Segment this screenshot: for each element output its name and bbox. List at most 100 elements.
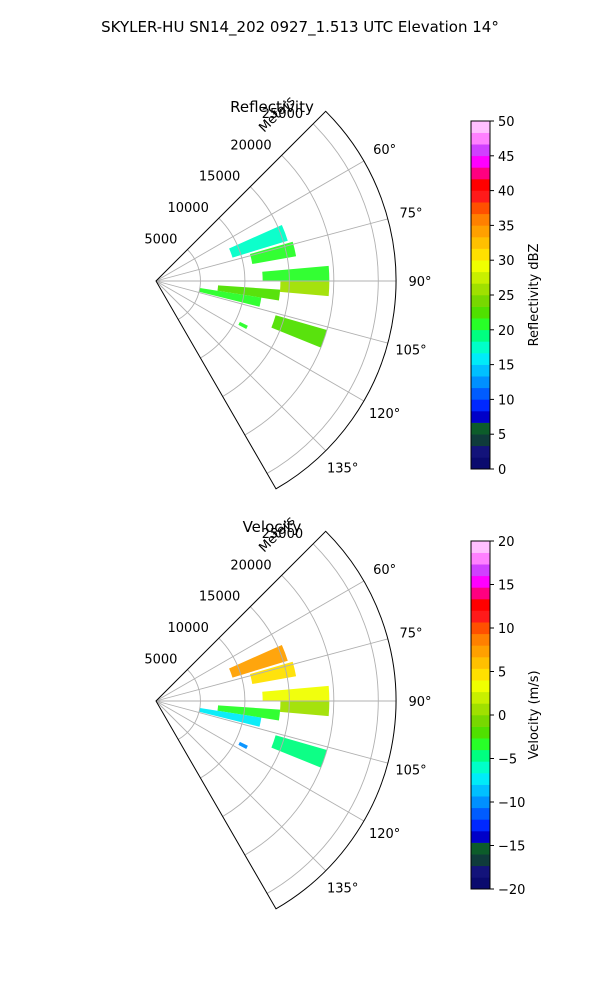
echo-cell xyxy=(262,265,330,281)
colorbar-segment xyxy=(471,610,490,623)
range-tick-label: 20000 xyxy=(230,558,271,573)
echo-layer xyxy=(199,644,330,768)
colorbar-segment xyxy=(471,341,490,354)
azimuth-tick-label: 135° xyxy=(327,882,358,897)
colorbar-tick-label: 10 xyxy=(498,622,515,637)
colorbar-segment xyxy=(471,329,490,342)
echo-layer xyxy=(199,224,330,348)
colorbar-segment xyxy=(471,364,490,377)
colorbar-segment xyxy=(471,854,490,867)
colorbar-segment xyxy=(471,376,490,389)
colorbar-segment xyxy=(471,877,490,890)
azimuth-tick-label: 60° xyxy=(373,563,396,578)
colorbar-segment xyxy=(471,190,490,203)
colorbar-segment xyxy=(471,749,490,762)
range-tick-label: 15000 xyxy=(199,590,240,605)
colorbar-segment xyxy=(471,283,490,296)
colorbar-segment xyxy=(471,399,490,412)
colorbar-segment xyxy=(471,541,490,553)
colorbar-segment xyxy=(471,132,490,145)
colorbar-segment xyxy=(471,738,490,751)
range-ring xyxy=(244,574,335,856)
colorbar-segment xyxy=(471,865,490,878)
colorbar-segment xyxy=(471,260,490,273)
colorbar-tick-label: 5 xyxy=(498,428,506,443)
colorbar-segment xyxy=(471,587,490,600)
colorbar-segment xyxy=(471,819,490,832)
colorbar-label: Reflectivity dBZ xyxy=(527,244,542,347)
colorbar-segment xyxy=(471,796,490,809)
colorbar-tick-label: 0 xyxy=(498,709,506,724)
colorbar-tick-label: 30 xyxy=(498,254,515,269)
range-tick-label: 10000 xyxy=(167,621,208,636)
colorbar-segment xyxy=(471,633,490,646)
colorbar-segment xyxy=(471,248,490,261)
colorbar-segment xyxy=(471,703,490,716)
colorbar-segment xyxy=(471,773,490,785)
azimuth-tick-label: 75° xyxy=(399,627,422,642)
colorbar-segment xyxy=(471,691,490,704)
azimuth-spoke xyxy=(155,280,388,344)
colorbar-segment xyxy=(471,622,490,635)
azimuth-spoke xyxy=(155,700,327,872)
azimuth-spoke xyxy=(155,280,327,452)
azimuth-spoke xyxy=(155,218,388,282)
colorbar-tick-label: 20 xyxy=(498,535,515,550)
colorbar-segment xyxy=(471,237,490,249)
range-ring xyxy=(266,543,379,894)
range-ring xyxy=(266,123,379,474)
azimuth-tick-label: 75° xyxy=(399,207,422,222)
colorbar-tick-label: 20 xyxy=(498,324,515,339)
colorbar-segment xyxy=(471,842,490,855)
colorbar-segment xyxy=(471,434,490,447)
azimuth-tick-label: 105° xyxy=(395,763,426,778)
colorbar-tick-label: 45 xyxy=(498,150,515,165)
echo-cell xyxy=(271,315,327,348)
azimuth-spoke xyxy=(155,280,365,402)
velocity-panel: Velocity 60° 75° 90° 105° 120° 135° 5000 10000 15… xyxy=(144,514,542,910)
range-tick-label: 5000 xyxy=(144,233,177,248)
colorbar-tick-label: 35 xyxy=(498,219,515,234)
echo-cell xyxy=(249,661,297,685)
colorbar: 0 5 10 15 20 25 30 35 40 45 50 Reflectivity dBZ xyxy=(470,115,542,478)
colorbar-segment xyxy=(471,831,490,843)
colorbar-segment xyxy=(471,657,490,669)
colorbar-segment xyxy=(471,353,490,365)
colorbar-label: Velocity (m/s) xyxy=(527,670,542,759)
echo-cell xyxy=(199,287,262,307)
echo-cell xyxy=(199,707,262,727)
colorbar-segment xyxy=(471,564,490,577)
colorbar-tick-label: 5 xyxy=(498,666,506,681)
colorbar-segment xyxy=(471,445,490,458)
range-ring xyxy=(200,217,246,359)
echo-cell xyxy=(279,281,330,297)
echo-cell xyxy=(229,224,288,258)
range-ring xyxy=(177,249,201,320)
range-ring xyxy=(200,637,246,779)
colorbar-segment xyxy=(471,144,490,157)
azimuth-tick-label: 90° xyxy=(408,695,431,710)
range-tick-label: 5000 xyxy=(144,653,177,668)
colorbar-segment xyxy=(471,179,490,191)
azimuth-spoke xyxy=(155,700,388,764)
colorbar-segment xyxy=(471,155,490,168)
colorbar-segment xyxy=(471,715,490,727)
colorbar-segment xyxy=(471,167,490,180)
range-tick-label: 10000 xyxy=(167,201,208,216)
echo-cell xyxy=(249,241,297,265)
azimuth-spoke xyxy=(155,638,388,702)
azimuth-tick-label: 135° xyxy=(327,462,358,477)
colorbar-segment xyxy=(471,318,490,331)
azimuth-tick-label: 90° xyxy=(408,275,431,290)
colorbar-tick-label: −5 xyxy=(498,753,517,768)
range-ring xyxy=(177,669,201,740)
colorbar-tick-label: 25 xyxy=(498,289,515,304)
echo-cell xyxy=(238,321,248,329)
grid-layer xyxy=(155,543,396,894)
colorbar-tick-label: 15 xyxy=(498,579,515,594)
sector-border xyxy=(155,110,397,490)
panel-title: Velocity xyxy=(243,518,302,536)
azimuth-spoke xyxy=(155,580,365,702)
echo-cell xyxy=(217,285,281,301)
